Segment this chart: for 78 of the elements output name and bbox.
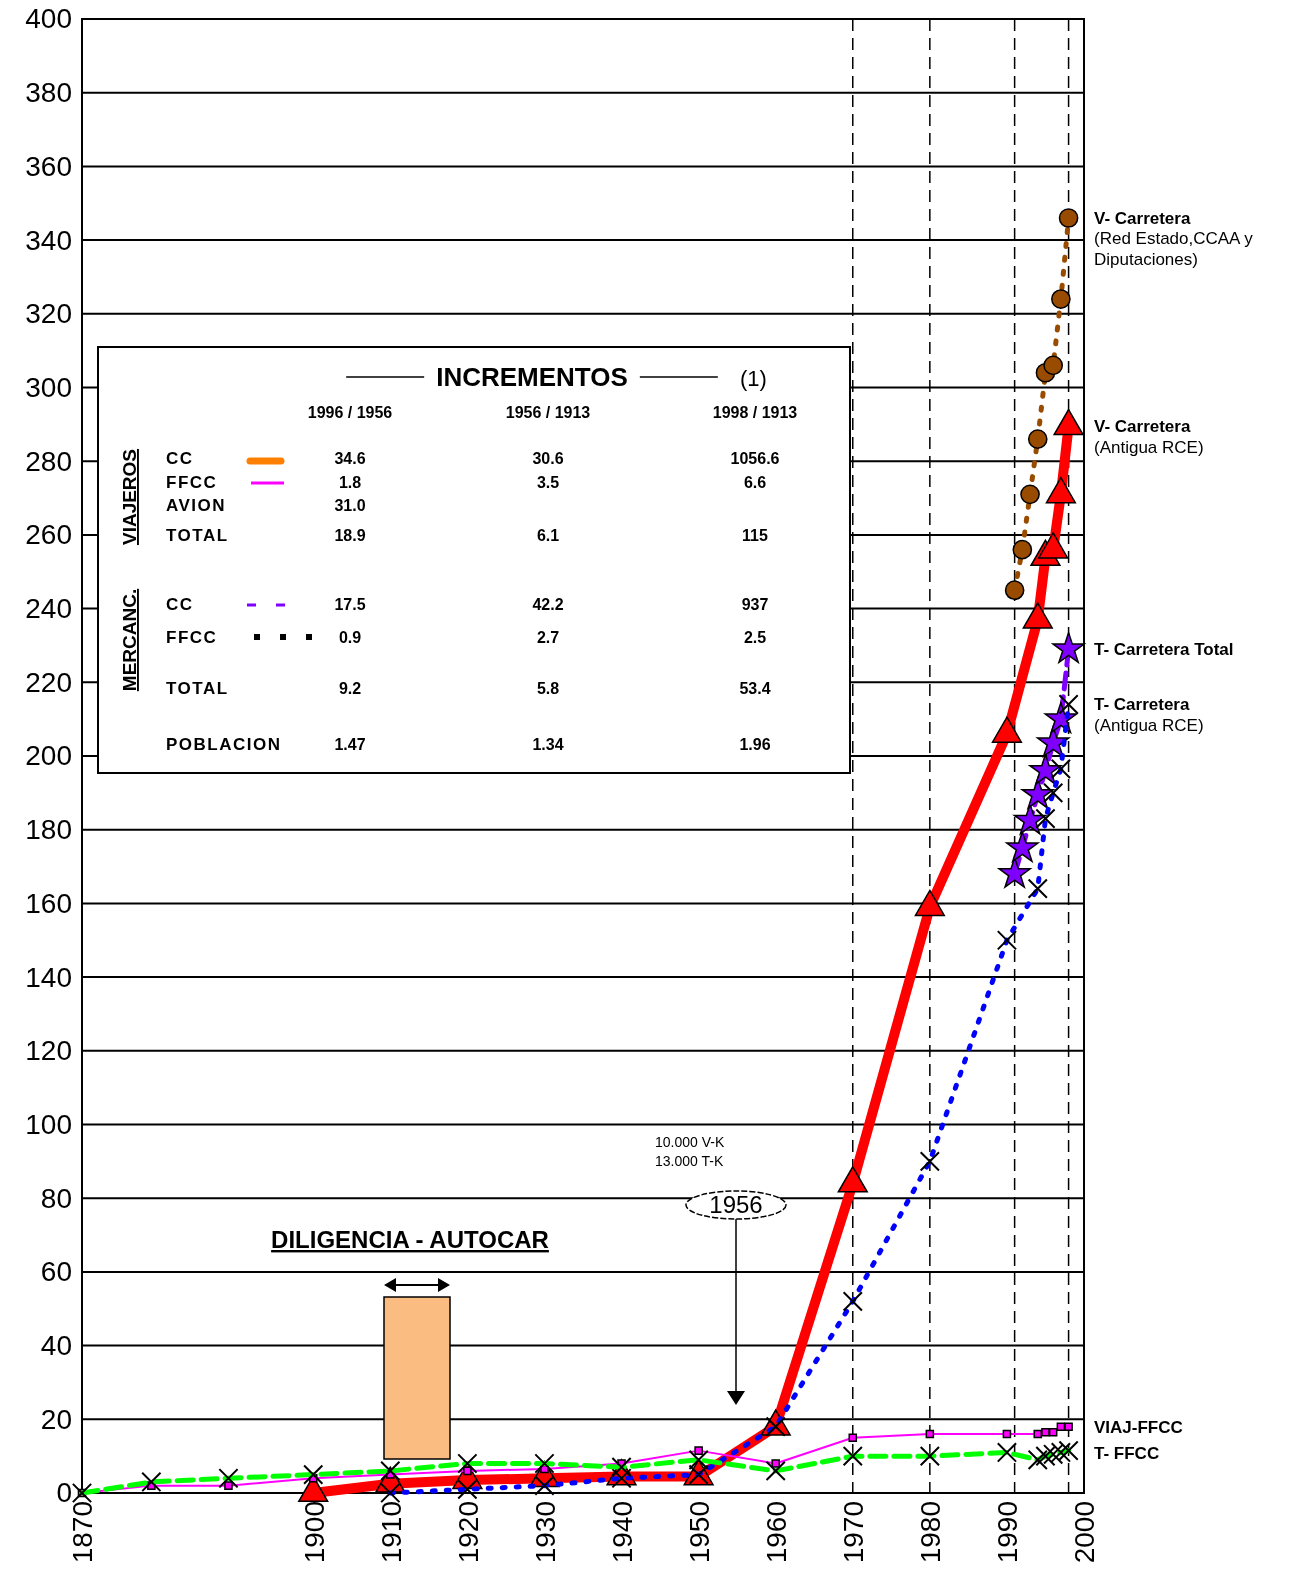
annotation: (1) <box>740 365 767 391</box>
category-label: CC <box>166 448 194 468</box>
series-label: T- Carretera (Antigua RCE) <box>1094 695 1204 735</box>
text: 1.34 <box>532 735 564 753</box>
annotation: 10.000 V-K <box>655 1134 725 1150</box>
y-tick-label: 300 <box>25 371 72 403</box>
annotation: 13.000 T-K <box>655 1153 724 1169</box>
annotation: DILIGENCIA - AUTOCAR <box>271 1226 549 1253</box>
y-tick-label: 380 <box>25 77 72 109</box>
text: 115 <box>742 526 768 544</box>
text: 1.8 <box>338 473 362 491</box>
x-tick-label: 1980 <box>915 1501 947 1564</box>
x-tick-label: 1960 <box>760 1501 792 1564</box>
text: INCREMENTOS <box>436 362 628 393</box>
y-tick-label: 200 <box>25 740 72 772</box>
x-tick-label: 1930 <box>529 1501 561 1564</box>
category-label: TOTAL <box>166 678 229 698</box>
y-tick-label: 140 <box>25 961 72 993</box>
series-label: V- Carretera (Antigua RCE) <box>1094 417 1204 457</box>
x-tick-label: 1950 <box>683 1501 715 1564</box>
y-tick-label: 80 <box>40 1182 72 1214</box>
category-label: FFCC <box>166 627 218 647</box>
category-label: AVION <box>166 495 227 515</box>
y-tick-label: 160 <box>25 887 72 919</box>
category-label: POBLACION <box>166 734 282 754</box>
annotation: MERCANC. <box>119 588 140 692</box>
x-tick-label: 1990 <box>992 1501 1024 1564</box>
category-label: FFCC <box>166 472 218 492</box>
y-tick-label: 180 <box>25 814 72 846</box>
x-tick-label: 1940 <box>606 1501 638 1564</box>
text: 9.2 <box>338 679 362 697</box>
y-tick-label: 360 <box>25 150 72 182</box>
y-tick-label: 320 <box>25 298 72 330</box>
y-tick-label: 260 <box>25 519 72 551</box>
y-tick-label: 120 <box>25 1035 72 1067</box>
text: 0.9 <box>338 628 362 646</box>
y-tick-label: 340 <box>25 224 72 256</box>
text: 31.0 <box>334 496 366 514</box>
category-label: CC <box>166 594 194 614</box>
x-tick-label: 2000 <box>1069 1501 1101 1564</box>
x-tick-label: 1920 <box>452 1501 484 1564</box>
text: 937 <box>741 595 769 613</box>
series-label: T- Carretera Total <box>1094 640 1234 660</box>
text: 6.1 <box>536 526 560 544</box>
text: 30.6 <box>532 449 564 467</box>
text: 1056.6 <box>730 449 780 467</box>
text: 2.5 <box>743 628 767 646</box>
text: 34.6 <box>334 449 366 467</box>
annotation: VIAJEROS <box>119 448 140 546</box>
x-tick-label: 1900 <box>298 1501 330 1564</box>
text: 42.2 <box>532 595 564 613</box>
category-label: 1998 / 1913 <box>712 404 798 421</box>
y-tick-label: 400 <box>25 3 72 35</box>
text: 1.47 <box>334 735 366 753</box>
text: 17.5 <box>334 595 366 613</box>
category-label: 1956 / 1913 <box>505 404 591 421</box>
y-tick-label: 40 <box>40 1330 72 1362</box>
text: 1.96 <box>739 735 771 753</box>
category-label: TOTAL <box>166 525 229 545</box>
text: 5.8 <box>536 679 560 697</box>
y-tick-label: 280 <box>25 445 72 477</box>
y-tick-label: 60 <box>40 1256 72 1288</box>
series-label: T- FFCC <box>1094 1443 1160 1463</box>
text: 3.5 <box>536 473 560 491</box>
text: 53.4 <box>739 679 771 697</box>
text: 18.9 <box>334 526 366 544</box>
series-label: VIAJ-FFCC <box>1094 1417 1183 1437</box>
y-tick-label: 100 <box>25 1108 72 1140</box>
y-tick-label: 20 <box>40 1403 72 1435</box>
category-label: 1996 / 1956 <box>307 404 393 421</box>
x-tick-label: 1970 <box>838 1501 870 1564</box>
annotation: 1956 <box>709 1191 763 1219</box>
text: 2.7 <box>536 628 560 646</box>
y-tick-label: 240 <box>25 593 72 625</box>
y-tick-label: 220 <box>25 666 72 698</box>
x-tick-label: 1910 <box>375 1501 407 1564</box>
series-label: V- Carretera (Red Estado,CCAA y Diputaciones) <box>1094 208 1254 269</box>
text: 6.6 <box>743 473 767 491</box>
